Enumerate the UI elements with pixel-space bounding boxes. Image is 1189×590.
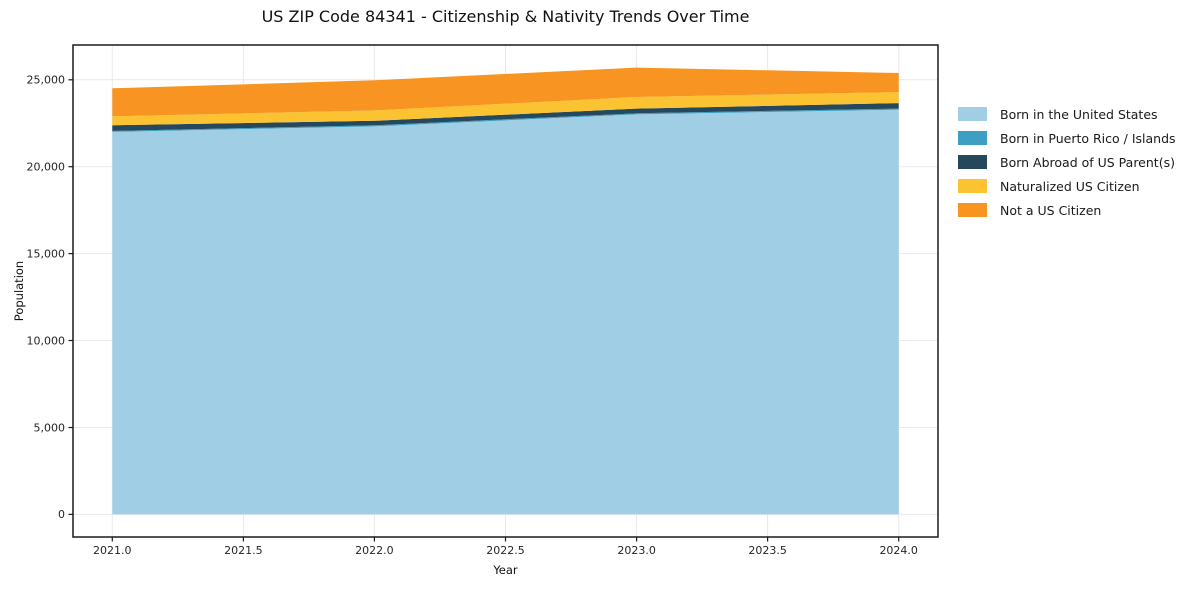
- area-series-3: [112, 92, 899, 126]
- y-tick-label: 10,000: [27, 334, 66, 347]
- legend-swatch-born-in-us: [958, 107, 987, 121]
- legend-swatch-naturalized: [958, 179, 987, 193]
- y-tick-label: 5,000: [34, 421, 66, 434]
- x-tick-label: 2023.0: [617, 544, 656, 557]
- legend-item-born-abroad: Born Abroad of US Parent(s): [958, 154, 1176, 170]
- x-axis-label: Year: [493, 563, 518, 577]
- x-tick-label: 2021.5: [224, 544, 263, 557]
- x-tick-label: 2024.0: [879, 544, 918, 557]
- legend-swatch-born-puerto-rico: [958, 131, 987, 145]
- area-series-group: [112, 67, 899, 515]
- legend-label: Born Abroad of US Parent(s): [1000, 154, 1175, 170]
- legend-label: Naturalized US Citizen: [1000, 178, 1140, 194]
- plot-frame: [72, 44, 939, 538]
- x-tick-label: 2022.0: [355, 544, 394, 557]
- legend-label: Born in Puerto Rico / Islands: [1000, 130, 1176, 146]
- legend: Born in the United States Born in Puerto…: [958, 106, 1176, 218]
- legend-label: Not a US Citizen: [1000, 202, 1102, 218]
- y-tick-label: 15,000: [27, 247, 66, 260]
- tick-labels: 2021.0 2021.5 2022.0 2022.5 2023.0 2023.5 2024…: [27, 74, 918, 557]
- y-tick-label: 20,000: [27, 161, 66, 174]
- area-series-1: [112, 108, 899, 132]
- area-series-0: [112, 109, 899, 515]
- legend-item-not-citizen: Not a US Citizen: [958, 202, 1176, 218]
- y-axis-label: Population: [12, 260, 26, 322]
- legend-item-naturalized: Naturalized US Citizen: [958, 178, 1176, 194]
- area-series-4: [112, 67, 899, 117]
- legend-swatch-not-citizen: [958, 203, 987, 217]
- x-tick-label: 2021.0: [93, 544, 132, 557]
- chart-title: US ZIP Code 84341 - Citizenship & Nativi…: [261, 7, 750, 26]
- y-tick-label: 0: [58, 508, 65, 521]
- area-series-2: [112, 103, 899, 131]
- x-tick-label: 2022.5: [486, 544, 525, 557]
- legend-item-born-in-us: Born in the United States: [958, 106, 1176, 122]
- x-tick-label: 2023.5: [748, 544, 787, 557]
- legend-swatch-born-abroad: [958, 155, 987, 169]
- legend-label: Born in the United States: [1000, 106, 1158, 122]
- legend-item-born-puerto-rico: Born in Puerto Rico / Islands: [958, 130, 1176, 146]
- y-tick-label: 25,000: [27, 74, 66, 87]
